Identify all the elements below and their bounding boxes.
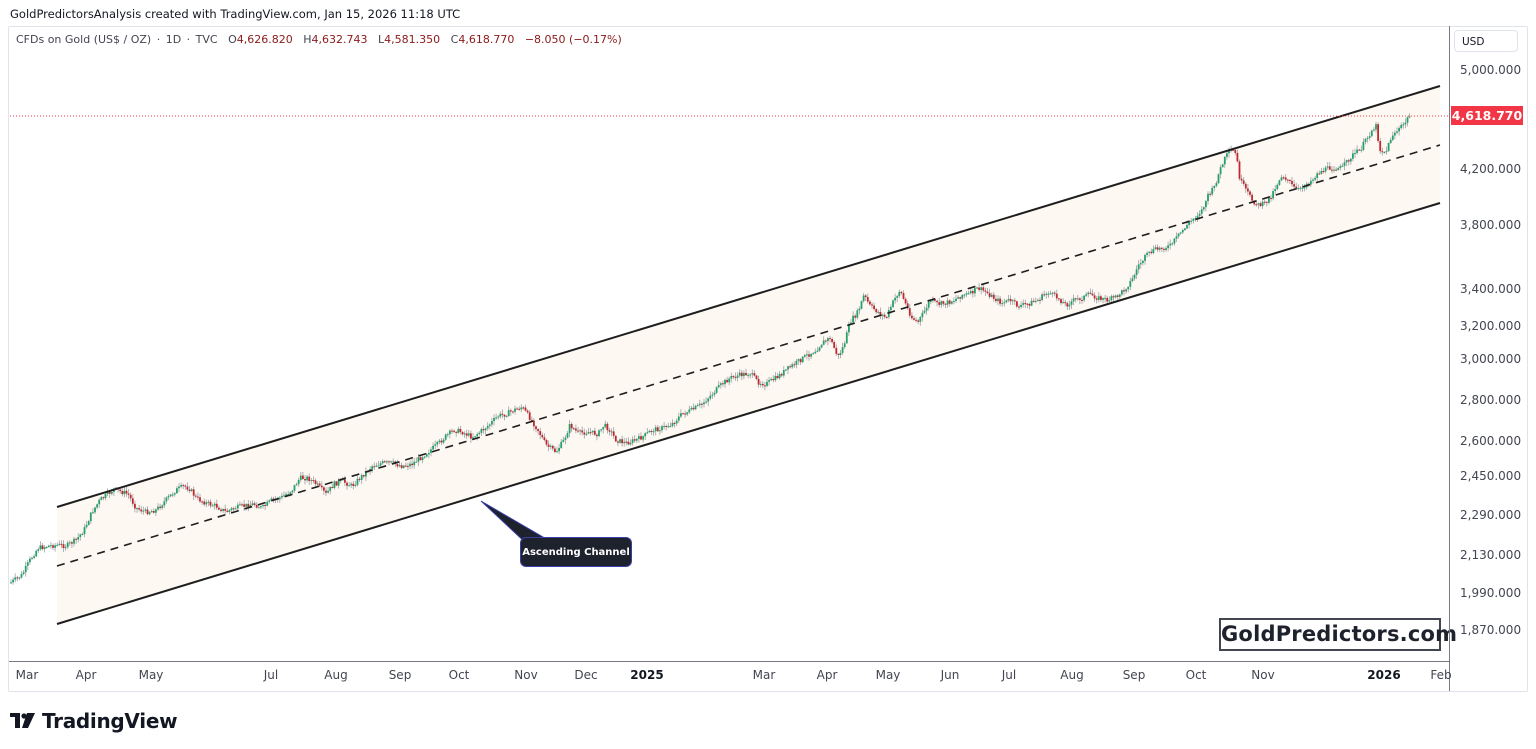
price-tick: 1,990.000 [1460,586,1522,600]
time-tick: 2026 [1367,668,1401,682]
channel-fill [57,86,1440,624]
time-tick: Feb [1430,668,1452,682]
last-price-label: 4,618.770 [1451,106,1523,125]
time-tick: Aug [324,668,348,682]
goldpredictors-watermark: GoldPredictors.com [1219,618,1457,651]
ascending-channel-callout[interactable]: Ascending Channel [520,537,632,567]
tradingview-wordmark: TradingView [42,709,178,733]
time-tick: Nov [1251,668,1275,682]
high-value: 4,632.743 [311,33,368,46]
price-tick: 4,200.000 [1460,162,1522,176]
tradingview-logo[interactable]: TradingView [10,709,178,733]
close-value: 4,618.770 [458,33,515,46]
channel-lower-line[interactable] [56,202,1441,625]
time-tick: Dec [574,668,598,682]
time-tick: Aug [1060,668,1084,682]
price-tick: 5,000.000 [1460,63,1522,77]
change-value: −8.050 (−0.17%) [524,33,622,46]
time-tick: Apr [75,668,97,682]
price-axis-border [1449,26,1450,691]
time-tick: May [138,668,164,682]
time-tick: Oct [448,668,470,682]
legend-separator: · [186,33,191,46]
time-tick: Sep [388,668,412,682]
tradingview-logo-icon [10,713,35,728]
time-tick: Apr [816,668,838,682]
candlestick-series [10,113,1411,585]
time-tick: Oct [1185,668,1207,682]
open-label: O [228,33,237,46]
price-tick: 3,000.000 [1460,352,1522,366]
price-tick: 2,450.000 [1460,469,1522,483]
low-label: L [378,33,385,46]
time-axis-border [9,661,1450,662]
time-tick: Jul [263,668,279,682]
time-tick: Mar [15,668,39,682]
time-tick: Jul [1001,668,1017,682]
price-tick: 3,200.000 [1460,319,1522,333]
price-tick: 2,130.000 [1460,548,1522,562]
price-tick: 1,870.000 [1460,623,1522,637]
chart-credit: GoldPredictorsAnalysis created with Trad… [10,7,461,21]
time-tick: Nov [514,668,538,682]
time-tick: 2025 [630,668,664,682]
time-tick: Mar [752,668,776,682]
interval-label[interactable]: 1D [165,33,182,46]
time-tick: Sep [1122,668,1146,682]
price-tick: 2,800.000 [1460,393,1522,407]
price-tick: 3,800.000 [1460,218,1522,232]
legend-separator: · [156,33,161,46]
channel-upper-line[interactable] [56,85,1441,508]
source-label: TVC [195,33,218,46]
price-tick: 3,400.000 [1460,282,1522,296]
low-value: 4,581.350 [384,33,441,46]
time-tick: Jun [940,668,960,682]
open-value: 4,626.820 [236,33,293,46]
time-tick: May [875,668,901,682]
symbol-legend: CFDs on Gold (US$ / OZ) · 1D · TVC O4,62… [16,33,622,46]
high-label: H [303,33,312,46]
close-label: C [450,33,459,46]
channel-median-line[interactable] [56,144,1441,567]
symbol-name[interactable]: CFDs on Gold (US$ / OZ) [16,33,152,46]
currency-button[interactable]: USD [1454,30,1518,52]
price-tick: 2,290.000 [1460,508,1522,522]
price-tick: 2,600.000 [1460,434,1522,448]
